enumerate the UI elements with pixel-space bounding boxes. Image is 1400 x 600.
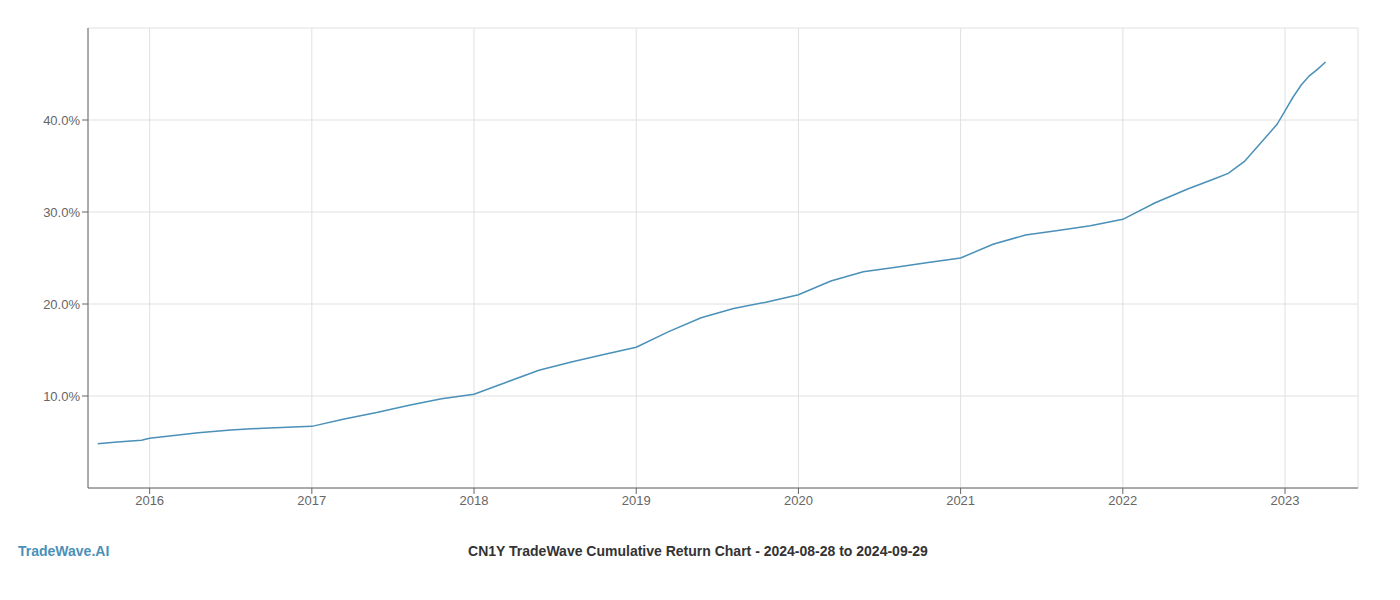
svg-text:2017: 2017	[297, 493, 326, 508]
svg-text:30.0%: 30.0%	[43, 205, 80, 220]
svg-text:20.0%: 20.0%	[43, 297, 80, 312]
html-text:TradeWave.AI: TradeWave.AI	[18, 543, 110, 559]
svg-text:2018: 2018	[460, 493, 489, 508]
svg-text:40.0%: 40.0%	[43, 113, 80, 128]
svg-text:2019: 2019	[622, 493, 651, 508]
svg-text:2020: 2020	[784, 493, 813, 508]
svg-text:2022: 2022	[1108, 493, 1137, 508]
svg-text:2023: 2023	[1271, 493, 1300, 508]
svg-text:2016: 2016	[135, 493, 164, 508]
svg-text:10.0%: 10.0%	[43, 389, 80, 404]
svg-text:2021: 2021	[946, 493, 975, 508]
html-text:CN1Y TradeWave Cumulative Retu: CN1Y TradeWave Cumulative Return Chart -…	[468, 543, 928, 559]
